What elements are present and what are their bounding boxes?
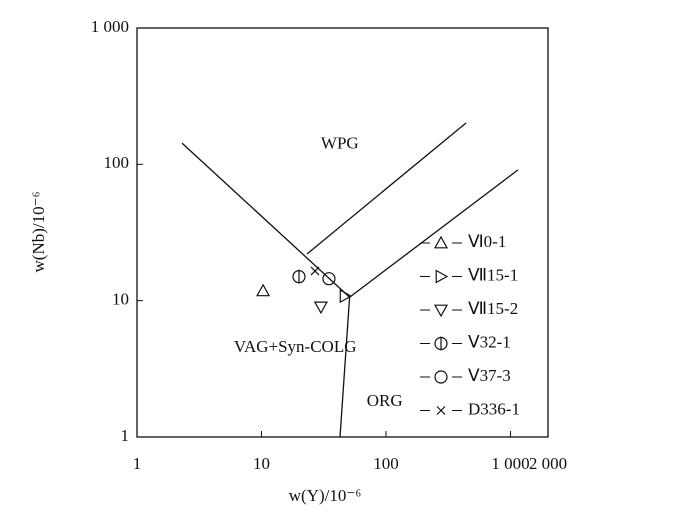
marker <box>436 406 446 415</box>
y-axis-label: w(Nb)/10⁻⁶ <box>29 191 48 272</box>
x-tick-label: 1 <box>133 454 142 473</box>
legend-label: D336-1 <box>468 399 520 418</box>
y-tick-label: 1 000 <box>91 17 129 36</box>
marker <box>435 269 449 284</box>
field-label: WPG <box>321 133 359 152</box>
x-tick-label: 100 <box>373 454 399 473</box>
legend-label: Ⅴ37-3 <box>468 366 511 385</box>
x-axis-label: w(Y)/10⁻⁶ <box>289 486 362 505</box>
marker <box>339 289 353 304</box>
marker <box>433 235 449 249</box>
legend-label: Ⅶ15-1 <box>468 265 518 284</box>
legend-label: Ⅵ0-1 <box>468 232 506 251</box>
marker <box>256 283 271 297</box>
legend-label: Ⅴ32-1 <box>468 332 511 351</box>
x-tick-label: 2 000 <box>529 454 567 473</box>
y-tick-label: 100 <box>104 153 130 172</box>
marker <box>292 269 306 284</box>
y-tick-label: 10 <box>112 290 129 309</box>
x-tick-label: 1 000 <box>491 454 529 473</box>
marker <box>313 301 328 315</box>
y-tick-label: 1 <box>121 426 130 445</box>
boundary-line <box>339 297 351 438</box>
boundary-line <box>306 122 467 255</box>
marker <box>433 304 449 318</box>
marker <box>434 336 448 351</box>
marker <box>322 272 336 286</box>
x-tick-label: 10 <box>253 454 270 473</box>
marker <box>434 370 448 384</box>
boundary-line <box>181 142 351 298</box>
marker <box>310 266 320 276</box>
boundary-line <box>349 169 519 298</box>
field-label: ORG <box>367 391 403 410</box>
plot-frame <box>136 27 549 438</box>
legend-label: Ⅶ15-2 <box>468 299 518 318</box>
field-label: VAG+Syn-COLG <box>234 337 357 356</box>
